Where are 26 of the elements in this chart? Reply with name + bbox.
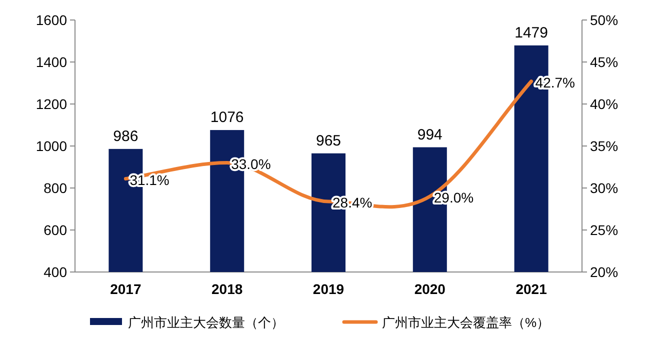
y-tick-label: 1400	[36, 54, 68, 70]
y-tick-label: 800	[44, 180, 68, 196]
y2-tick-label: 25%	[590, 222, 618, 238]
y2-tick-label: 35%	[590, 138, 618, 154]
y-tick-label: 1200	[36, 96, 68, 112]
y2-tick-label: 50%	[590, 12, 618, 28]
y2-tick-label: 20%	[590, 264, 618, 280]
y2-tick-label: 45%	[590, 54, 618, 70]
data-label: 994	[417, 126, 442, 144]
data-label: 1076	[210, 109, 244, 126]
y2-tick-label: 30%	[590, 180, 618, 196]
y-tick-label: 400	[44, 264, 68, 280]
data-label: 1479	[514, 24, 548, 42]
x-tick-label: 2020	[414, 281, 446, 297]
legend-label: 广州市业主大会覆盖率（%）	[382, 315, 550, 330]
legend-label: 广州市业主大会数量（个）	[128, 315, 284, 330]
data-label: 965	[316, 132, 342, 150]
y-tick-label: 1000	[36, 138, 68, 154]
x-tick-label: 2021	[516, 281, 548, 297]
y2-tick-label: 40%	[590, 96, 618, 112]
y-tick-label: 1600	[36, 12, 68, 28]
x-tick-label: 2017	[110, 281, 142, 297]
y-tick-label: 600	[44, 222, 68, 238]
x-tick-label: 2018	[212, 281, 243, 297]
x-tick-label: 2019	[312, 281, 344, 297]
data-label: 986	[113, 128, 138, 145]
